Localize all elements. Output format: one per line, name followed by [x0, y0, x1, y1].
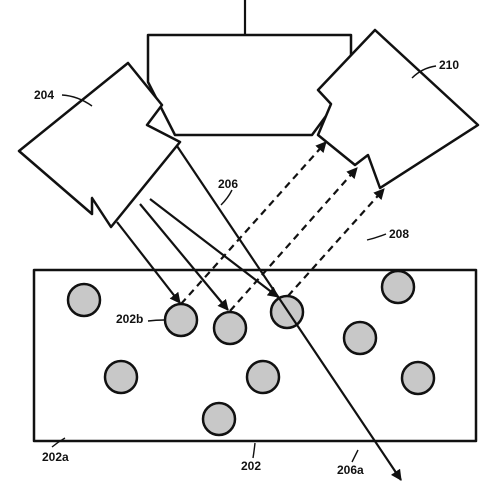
label-206a: 206a [337, 463, 364, 477]
label-210: 210 [439, 58, 459, 72]
particle [342, 320, 378, 356]
particle [212, 310, 248, 346]
particle [66, 282, 102, 318]
emitter-204 [17, 61, 182, 229]
particle [400, 360, 436, 396]
leader-208 [366, 233, 387, 241]
leader-202b [147, 319, 165, 322]
leader-206 [220, 189, 233, 206]
label-208: 208 [389, 227, 409, 241]
label-202a: 202a [42, 450, 69, 464]
transmitted-beam-206a [176, 145, 402, 481]
leader-202a [51, 437, 66, 448]
leader-206a [351, 449, 359, 463]
incident-beam [116, 221, 181, 304]
particle-202b [163, 302, 199, 338]
leader-204 [61, 94, 93, 107]
leader-210 [411, 65, 437, 79]
reflected-beam [229, 167, 358, 312]
particle [380, 269, 416, 305]
label-202b: 202b [116, 312, 143, 326]
particle [245, 359, 281, 395]
mounting-bracket [146, 33, 353, 137]
reflected-beams-208 [180, 141, 385, 312]
label-202: 202 [241, 459, 261, 473]
incident-beams-206 [116, 145, 402, 481]
leader-202 [252, 442, 256, 459]
incident-beam [139, 203, 229, 311]
label-206: 206 [218, 177, 238, 191]
particle [103, 359, 139, 395]
particle [201, 401, 237, 437]
reflected-beam [180, 141, 327, 305]
label-204: 204 [34, 88, 54, 102]
detector-210 [316, 28, 480, 190]
particle [269, 294, 305, 330]
